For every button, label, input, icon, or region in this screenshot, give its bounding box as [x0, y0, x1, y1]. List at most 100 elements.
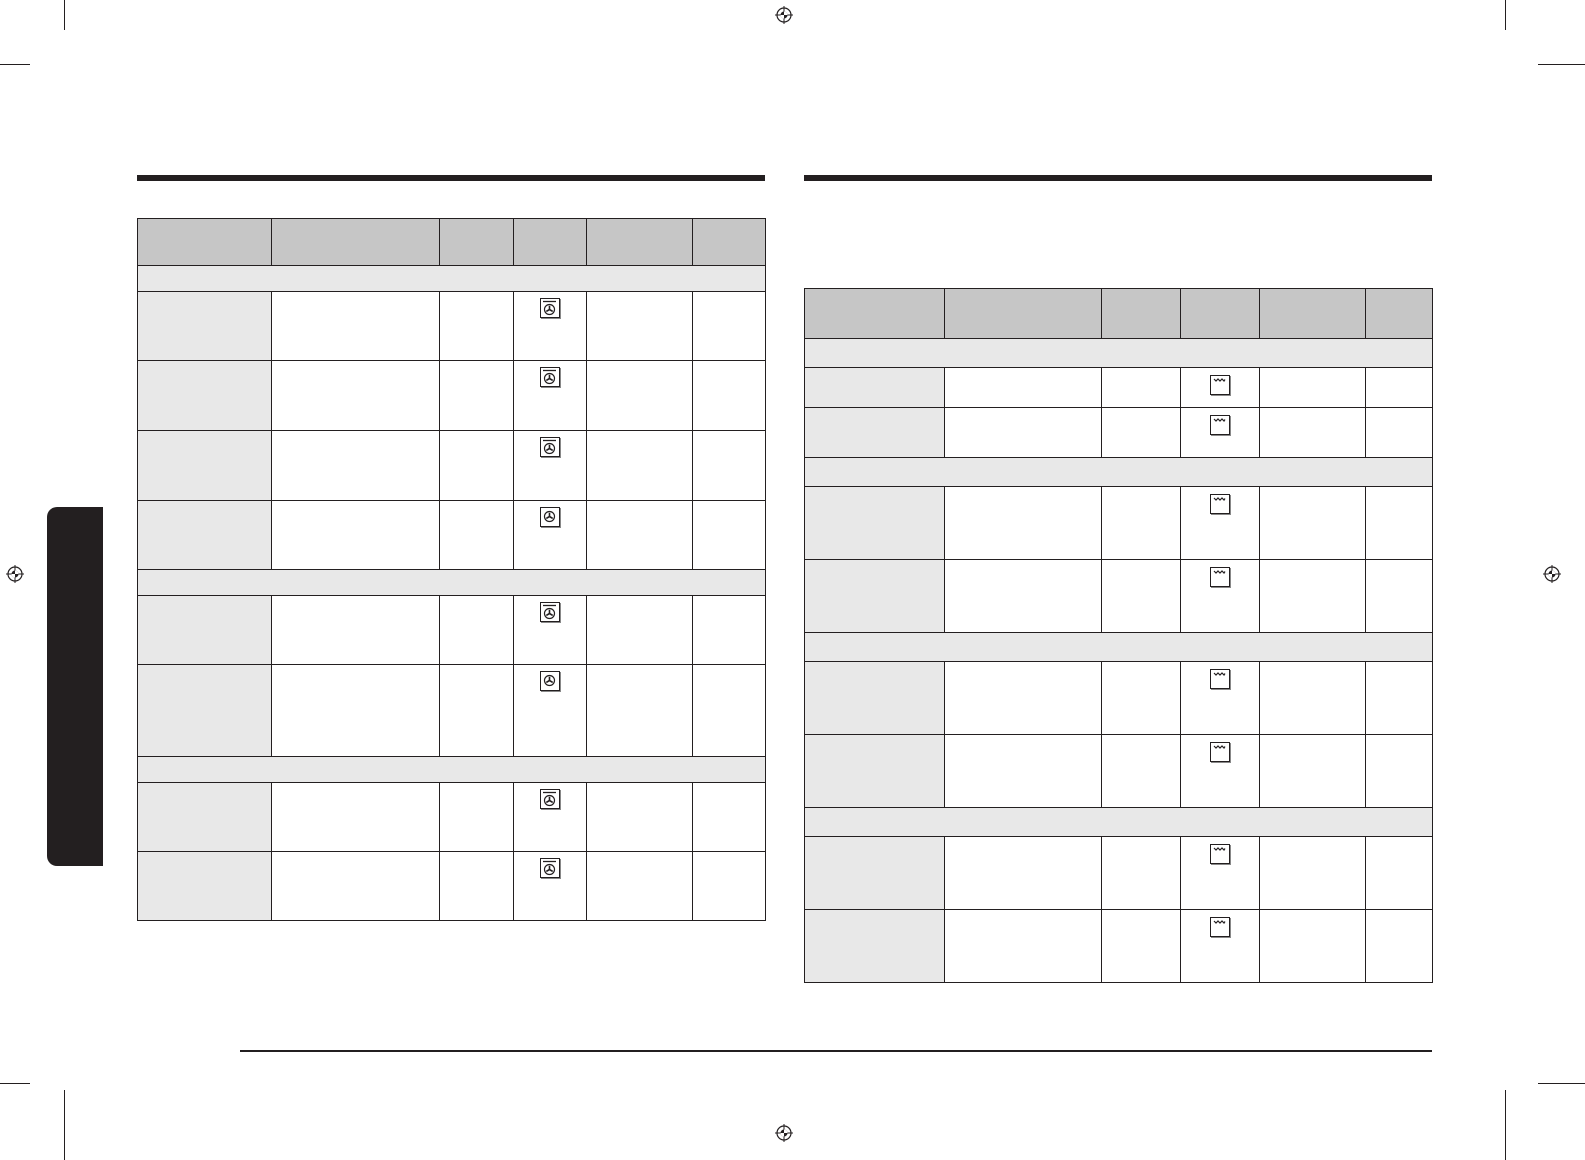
table-cell [1366, 662, 1433, 735]
table-cell [1102, 735, 1181, 808]
table-section-row [805, 633, 1433, 662]
top-heat-icon [1209, 494, 1230, 514]
table-cell [805, 408, 945, 458]
table-section-row [138, 757, 766, 783]
top-heat-icon [1209, 375, 1230, 395]
table-header-cell [1366, 289, 1433, 339]
table-cell [1102, 837, 1181, 910]
table-cell [945, 735, 1102, 808]
table-cell [945, 662, 1102, 735]
table-header-cell [1260, 289, 1366, 339]
table-cell [693, 361, 766, 431]
table-cell [1366, 408, 1433, 458]
fan-top-heat-icon [539, 789, 560, 809]
table-cell [587, 501, 693, 570]
table-section-row [805, 808, 1433, 837]
table-cell [945, 837, 1102, 910]
table-cell [945, 368, 1102, 408]
table-cell [440, 852, 514, 921]
table-cell [693, 501, 766, 570]
table-cell [1260, 837, 1366, 910]
crop-mark [64, 1090, 65, 1160]
table-cell [138, 501, 272, 570]
table-cell [945, 408, 1102, 458]
table-cell [587, 783, 693, 852]
table-cell [1260, 662, 1366, 735]
table-cell [138, 292, 272, 361]
table-cell [1260, 910, 1366, 983]
table-cell [514, 501, 587, 570]
crop-mark [1505, 1090, 1506, 1160]
fan-icon [539, 507, 560, 527]
table-cell [272, 665, 440, 757]
crop-mark [64, 0, 65, 30]
table-cell [1181, 735, 1260, 808]
table-cell [805, 487, 945, 560]
table-cell [138, 431, 272, 501]
table-cell [1181, 368, 1260, 408]
left-cooking-table [137, 218, 766, 921]
table-cell [1260, 487, 1366, 560]
table-header-cell [272, 219, 440, 266]
table-cell [514, 783, 587, 852]
table-header-cell [138, 219, 272, 266]
table-cell [440, 292, 514, 361]
table-cell [805, 910, 945, 983]
table-cell [138, 361, 272, 431]
table-cell [1181, 487, 1260, 560]
table-cell [1102, 408, 1181, 458]
table-cell [1102, 368, 1181, 408]
top-heat-icon [1209, 669, 1230, 689]
table-cell [587, 852, 693, 921]
table-cell [693, 292, 766, 361]
top-heat-icon [1209, 567, 1230, 587]
chapter-side-tab[interactable] [47, 507, 103, 866]
table-cell [440, 501, 514, 570]
table-cell [1366, 560, 1433, 633]
table-cell [514, 665, 587, 757]
fan-icon [539, 671, 560, 691]
table-section-row [138, 570, 766, 596]
table-cell [440, 596, 514, 665]
table-cell [514, 431, 587, 501]
left-section-heading-rule [137, 175, 765, 181]
table-cell [587, 292, 693, 361]
crop-mark [0, 1083, 30, 1084]
table-section-row [805, 339, 1433, 368]
table-cell [1102, 662, 1181, 735]
fan-top-heat-icon [539, 602, 560, 622]
table-cell [1366, 910, 1433, 983]
table-cell [272, 431, 440, 501]
table-cell [1102, 910, 1181, 983]
table-cell [1366, 735, 1433, 808]
table-cell [138, 596, 272, 665]
top-heat-icon [1209, 844, 1230, 864]
table-section-row [805, 458, 1433, 487]
table-cell [272, 361, 440, 431]
table-cell [514, 852, 587, 921]
table-cell [1102, 487, 1181, 560]
crop-mark [1538, 1083, 1585, 1084]
table-cell [587, 665, 693, 757]
table-cell [440, 783, 514, 852]
registration-mark-icon [6, 565, 24, 583]
table-cell [945, 560, 1102, 633]
table-header-cell [1102, 289, 1181, 339]
table-cell [1366, 837, 1433, 910]
table-header-cell [693, 219, 766, 266]
table-cell [138, 665, 272, 757]
table-cell [138, 852, 272, 921]
table-cell [693, 596, 766, 665]
table-cell [945, 910, 1102, 983]
fan-top-heat-icon [539, 858, 560, 878]
table-cell [138, 783, 272, 852]
table-cell [1181, 910, 1260, 983]
table-cell [1260, 408, 1366, 458]
top-heat-icon [1209, 742, 1230, 762]
table-cell [514, 292, 587, 361]
right-section-heading-rule [804, 175, 1432, 181]
table-cell [805, 735, 945, 808]
table-cell [587, 431, 693, 501]
table-cell [440, 665, 514, 757]
table-cell [272, 783, 440, 852]
